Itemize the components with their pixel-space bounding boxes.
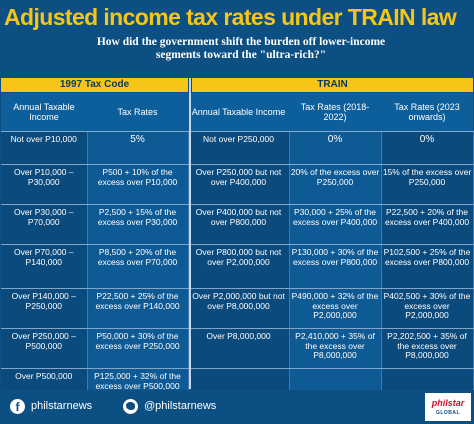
cell-train-rate-2018: 20% of the excess over P250,000 bbox=[289, 164, 382, 205]
facebook-icon[interactable]: f bbox=[10, 399, 25, 414]
table-row: Over P140,000 – P250,000 P22,500 + 25% o… bbox=[1, 288, 474, 329]
cell-train-income: Not over P250,000 bbox=[188, 131, 290, 165]
cell-train-income: Over P250,000 but not over P400,000 bbox=[188, 164, 290, 205]
cell-1997-income: Over P30,000 – P70,000 bbox=[1, 204, 88, 245]
cell-train-income: Over P8,000,000 bbox=[188, 328, 290, 369]
cell-train-rate-2018: 0% bbox=[289, 131, 382, 165]
cell-1997-rate: P500 + 10% of the excess over P10,000 bbox=[87, 164, 189, 205]
header-1997-rates: Tax Rates bbox=[87, 93, 188, 132]
table-row: Over P250,000 – P500,000 P50,000 + 30% o… bbox=[1, 328, 474, 369]
cell-1997-income: Over P140,000 – P250,000 bbox=[1, 288, 88, 329]
header-1997-income: Annual Taxable Income bbox=[1, 93, 87, 132]
cell-1997-income: Over P250,000 – P500,000 bbox=[1, 328, 88, 369]
footer: f philstarnews @philstarnews philstar GL… bbox=[0, 390, 474, 424]
table-row: Over P30,000 – P70,000 P2,500 + 15% of t… bbox=[1, 204, 474, 245]
title-bar: Adjusted income tax rates under TRAIN la… bbox=[0, 0, 474, 34]
cell-train-income: Over P400,000 but not over P800,000 bbox=[188, 204, 290, 245]
facebook-handle[interactable]: philstarnews bbox=[31, 400, 93, 412]
header-train-income: Annual Taxable Income bbox=[188, 93, 289, 132]
cell-train-rate-2018: P490,000 + 32% of the excess over P2,000… bbox=[289, 288, 382, 329]
cell-train-rate-2018: P2,410,000 + 35% of the excess over P8,0… bbox=[289, 328, 382, 369]
cell-1997-income: Over P70,000 – P140,000 bbox=[1, 244, 88, 289]
logo-sub: GLOBAL bbox=[435, 410, 461, 416]
cell-1997-income: Not over P10,000 bbox=[1, 131, 88, 165]
cell-train-rate-2023: P22,500 + 20% of the excess over P400,00… bbox=[381, 204, 474, 245]
twitter-icon[interactable] bbox=[123, 399, 138, 414]
cell-1997-rate: P2,500 + 15% of the excess over P30,000 bbox=[87, 204, 189, 245]
cell-train-rate-2018: P30,000 + 25% of the excess over P400,00… bbox=[289, 204, 382, 245]
twitter-handle[interactable]: @philstarnews bbox=[144, 400, 217, 412]
cell-1997-rate: P8,500 + 20% of the excess over P70,000 bbox=[87, 244, 189, 289]
table-row: Over P10,000 – P30,000 P500 + 10% of the… bbox=[1, 164, 474, 205]
philstar-logo: philstar GLOBAL bbox=[425, 393, 471, 421]
table-row: Over P70,000 – P140,000 P8,500 + 20% of … bbox=[1, 244, 474, 289]
table-row: Not over P10,000 5% Not over P250,000 0%… bbox=[1, 131, 474, 165]
cell-train-rate-2023: P2,202,500 + 35% of the excess over P8,0… bbox=[381, 328, 474, 369]
cell-train-rate-2023: 15% of the excess over P250,000 bbox=[381, 164, 474, 205]
cell-train-rate-2023: P102,500 + 25% of the excess over P800,0… bbox=[381, 244, 474, 289]
band-train: TRAIN bbox=[192, 78, 473, 92]
table-header-row: Annual Taxable Income Tax Rates Annual T… bbox=[1, 93, 473, 132]
logo-main: philstar bbox=[431, 398, 465, 408]
cell-train-rate-2023: P402,500 + 30% of the excess over P2,000… bbox=[381, 288, 474, 329]
header-train-rates-2023: Tax Rates (2023 onwards) bbox=[381, 93, 473, 132]
cell-1997-rate: 5% bbox=[87, 131, 189, 165]
cell-1997-income: Over P10,000 – P30,000 bbox=[1, 164, 88, 205]
cell-train-rate-2023: 0% bbox=[381, 131, 474, 165]
tax-rates-table: Annual Taxable Income Tax Rates Annual T… bbox=[1, 93, 474, 409]
column-divider bbox=[189, 78, 191, 389]
page-title: Adjusted income tax rates under TRAIN la… bbox=[4, 4, 457, 30]
band-1997-tax-code: 1997 Tax Code bbox=[1, 78, 188, 92]
subtitle: How did the government shift the burden … bbox=[96, 36, 386, 61]
cell-1997-rate: P50,000 + 30% of the excess over P250,00… bbox=[87, 328, 189, 369]
cell-train-income: Over P2,000,000 but not over P8,000,000 bbox=[188, 288, 290, 329]
header-train-rates-2018: Tax Rates (2018-2022) bbox=[289, 93, 381, 132]
cell-train-income: Over P800,000 but not over P2,000,000 bbox=[188, 244, 290, 289]
cell-1997-rate: P22,500 + 25% of the excess over P140,00… bbox=[87, 288, 189, 329]
cell-train-rate-2018: P130,000 + 30% of the excess over P800,0… bbox=[289, 244, 382, 289]
